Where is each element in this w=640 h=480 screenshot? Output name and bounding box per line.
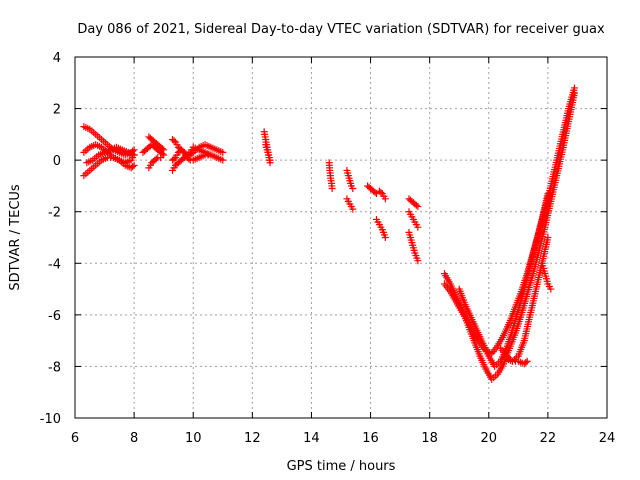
data-point	[170, 137, 178, 145]
data-points	[80, 84, 578, 383]
y-tick-label: -6	[48, 309, 61, 324]
y-tick-label: -4	[48, 257, 61, 272]
data-point	[129, 163, 137, 171]
y-tick-label: -2	[48, 206, 61, 221]
data-point	[570, 84, 578, 92]
y-tick-label: 4	[53, 51, 61, 66]
x-axis-title: GPS time / hours	[287, 459, 396, 474]
axis-ticks	[74, 56, 608, 419]
data-point	[349, 185, 357, 193]
chart-title: Day 086 of 2021, Sidereal Day-to-day VTE…	[77, 22, 605, 37]
x-tick-label: 22	[540, 431, 557, 446]
x-tick-label: 18	[421, 431, 438, 446]
data-point	[207, 151, 215, 159]
data-point	[412, 201, 420, 209]
data-point	[414, 257, 422, 265]
data-point	[371, 188, 379, 196]
data-point	[266, 159, 274, 167]
data-point	[185, 150, 193, 158]
data-point	[523, 357, 531, 365]
data-point	[377, 188, 385, 196]
x-tick-label: 16	[362, 431, 379, 446]
data-point	[170, 155, 178, 163]
x-tick-label: 24	[599, 431, 616, 446]
data-point	[522, 359, 530, 367]
data-point	[130, 161, 138, 169]
grid-lines	[75, 57, 607, 418]
data-point	[219, 148, 227, 156]
plot-frame	[74, 56, 608, 419]
data-point	[547, 285, 555, 293]
data-point	[179, 147, 187, 155]
y-tick-label: 0	[53, 154, 61, 169]
data-point	[219, 156, 227, 164]
data-point	[158, 145, 166, 153]
data-point	[152, 155, 160, 163]
data-point	[414, 203, 422, 211]
x-tick-label: 6	[71, 431, 79, 446]
data-point	[328, 185, 336, 193]
data-point	[381, 195, 389, 203]
y-tick-label: -8	[48, 360, 61, 375]
y-tick-label: 2	[53, 103, 61, 118]
data-point	[157, 154, 165, 162]
y-axis-title: SDTVAR / TECUs	[8, 184, 23, 291]
y-tick-label: -10	[40, 412, 61, 427]
data-point	[160, 146, 168, 154]
data-point	[349, 205, 357, 213]
data-point	[544, 234, 552, 241]
data-point	[381, 234, 389, 241]
x-tick-label: 10	[185, 431, 202, 446]
data-point	[414, 223, 422, 231]
x-tick-label: 20	[481, 431, 498, 446]
data-point	[544, 190, 552, 198]
data-point	[130, 151, 138, 159]
x-tick-label: 14	[303, 431, 320, 446]
x-tick-label: 12	[244, 431, 261, 446]
x-tick-label: 8	[130, 431, 138, 446]
